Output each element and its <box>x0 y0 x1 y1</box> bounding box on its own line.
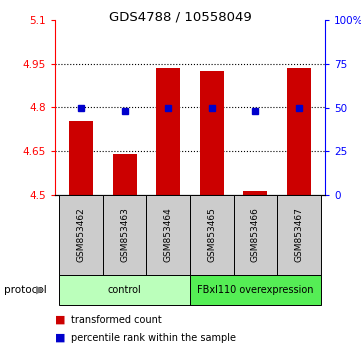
Text: GSM853462: GSM853462 <box>77 208 86 262</box>
Bar <box>59 195 103 275</box>
Text: GSM853466: GSM853466 <box>251 207 260 262</box>
Text: ■: ■ <box>55 315 65 325</box>
Text: GSM853465: GSM853465 <box>207 207 216 262</box>
Bar <box>69 121 93 195</box>
Bar <box>147 195 190 275</box>
Text: percentile rank within the sample: percentile rank within the sample <box>71 333 236 343</box>
Bar <box>190 275 321 305</box>
Bar <box>156 68 180 195</box>
Text: GSM853464: GSM853464 <box>164 208 173 262</box>
Bar <box>200 71 224 195</box>
Bar <box>103 195 147 275</box>
Text: GSM853467: GSM853467 <box>294 207 303 262</box>
Bar <box>287 68 311 195</box>
Text: control: control <box>108 285 142 295</box>
Bar <box>277 195 321 275</box>
Bar <box>113 154 137 195</box>
Bar <box>234 195 277 275</box>
Text: protocol: protocol <box>4 285 46 295</box>
Text: ■: ■ <box>55 333 65 343</box>
Text: GDS4788 / 10558049: GDS4788 / 10558049 <box>109 11 252 24</box>
Bar <box>190 195 234 275</box>
Text: FBxl110 overexpression: FBxl110 overexpression <box>197 285 314 295</box>
Bar <box>243 190 267 195</box>
Text: GSM853463: GSM853463 <box>120 207 129 262</box>
Bar <box>59 275 190 305</box>
Text: transformed count: transformed count <box>71 315 162 325</box>
Text: ▶: ▶ <box>36 285 45 295</box>
